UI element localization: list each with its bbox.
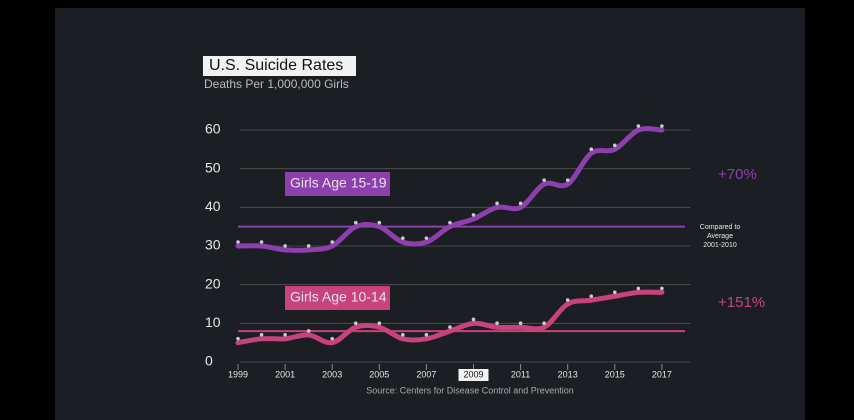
data-point [283,244,287,248]
x-tick-label: 2007 [416,369,436,379]
screen [55,8,805,420]
data-point [378,321,382,325]
data-point [260,240,264,244]
change-label: +151% [718,294,765,311]
y-tick-label: 20 [205,275,221,291]
data-point [307,329,311,333]
chart-title: U.S. Suicide Rates [209,57,343,74]
data-point [519,202,523,206]
chart: U.S. Suicide Rates Deaths Per 1,000,000 … [0,0,854,420]
data-point [472,318,476,322]
legend-label: Girls Age 15-19 [290,175,387,191]
data-point [425,333,429,337]
data-point [307,244,311,248]
data-point [519,321,523,325]
x-tick-label: 2005 [369,369,389,379]
x-tick-label: 2013 [558,369,578,379]
data-point [330,240,334,244]
data-point [378,221,382,225]
data-point [637,124,641,128]
y-tick-label: 40 [205,198,221,214]
x-tick-label: 1999 [228,369,248,379]
data-point [448,221,452,225]
data-point [330,337,334,341]
data-point [354,321,358,325]
data-point [354,221,358,225]
average-note: Compared to [700,224,741,231]
x-tick-label: 2017 [652,369,672,379]
data-point [542,178,546,182]
data-point [637,287,641,291]
data-point [260,333,264,337]
y-tick-label: 30 [205,237,221,253]
data-point [589,294,593,298]
y-tick-label: 60 [205,121,221,137]
data-point [495,321,499,325]
data-point [542,321,546,325]
x-tick-label: 2011 [511,369,530,379]
data-point [401,333,405,337]
y-tick-label: 0 [205,353,213,369]
data-point [660,287,664,291]
data-point [566,298,570,302]
data-point [236,240,240,244]
x-tick-label: 2003 [322,369,342,379]
change-label: +70% [718,166,757,183]
y-tick-label: 50 [205,159,221,175]
data-point [236,337,240,341]
data-point [613,290,617,294]
data-point [589,147,593,151]
data-point [660,124,664,128]
data-point [613,144,617,148]
legend-label: Girls Age 10-14 [290,289,387,305]
data-point [425,236,429,240]
average-note: 2001-2010 [703,242,737,249]
chart-subtitle: Deaths Per 1,000,000 Girls [204,77,349,91]
y-tick-label: 10 [205,314,221,330]
data-point [495,202,499,206]
data-point [472,213,476,217]
x-tick-label: 2015 [605,369,625,379]
data-point [401,236,405,240]
data-point [448,325,452,329]
source: Source: Centers for Disease Control and … [366,385,574,395]
x-tick-label: 2001 [275,369,295,379]
x-tick-label: 2009 [463,369,483,379]
average-note: Average [707,233,733,240]
data-point [283,333,287,337]
data-point [566,178,570,182]
